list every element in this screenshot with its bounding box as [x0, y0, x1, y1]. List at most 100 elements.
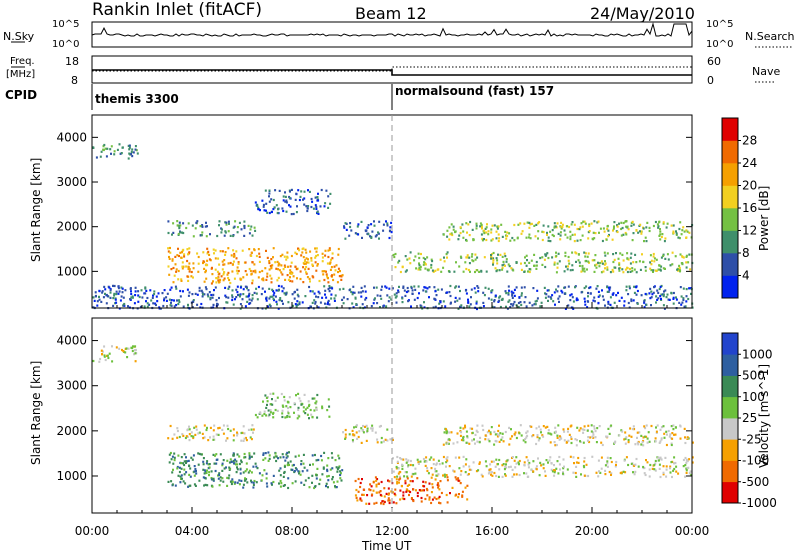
data-point-1-4: [375, 432, 377, 434]
data-point-0-6: [681, 229, 683, 231]
data-point-0-7: [104, 293, 106, 295]
data-point-1-5: [615, 464, 617, 466]
data-point-0-7: [308, 286, 310, 288]
data-point-0-2: [317, 211, 319, 213]
data-point-0-1: [302, 281, 304, 283]
data-point-1-1: [336, 471, 338, 473]
data-point-0-7: [466, 292, 468, 294]
data-point-1-3: [244, 438, 246, 440]
data-point-1-1: [250, 480, 252, 482]
data-point-1-6: [559, 435, 561, 437]
data-point-1-0: [98, 361, 100, 363]
data-point-0-0: [100, 156, 102, 158]
data-point-1-6: [550, 441, 552, 443]
data-point-1-1: [269, 458, 271, 460]
data-point-1-5: [583, 460, 585, 462]
data-point-0-7: [312, 290, 314, 292]
data-point-0-7: [275, 301, 277, 303]
data-point-0-7: [477, 290, 479, 292]
data-point-0-1: [206, 260, 208, 262]
data-point-0-7: [454, 287, 456, 289]
data-point-1-6: [587, 436, 589, 438]
data-point-0-6: [485, 239, 487, 241]
data-point-0-6: [613, 225, 615, 227]
data-point-1-7: [462, 491, 464, 493]
data-point-1-6: [671, 444, 673, 446]
colorbar-tick-label-1-7: -1000: [742, 496, 777, 510]
data-point-0-4: [375, 235, 377, 237]
data-point-0-5: [533, 265, 535, 267]
data-point-0-2: [274, 206, 276, 208]
data-point-1-5: [465, 458, 467, 460]
data-point-0-6: [676, 232, 678, 234]
data-point-0-1: [233, 261, 235, 263]
data-point-1-6: [672, 428, 674, 430]
data-point-1-7: [355, 480, 357, 482]
data-point-1-6: [661, 437, 663, 439]
data-point-0-5: [559, 260, 561, 262]
data-point-0-3: [182, 222, 184, 224]
data-point-0-7: [278, 290, 280, 292]
data-point-0-1: [176, 254, 178, 256]
data-point-0-6: [564, 234, 566, 236]
data-point-0-5: [458, 265, 460, 267]
data-point-1-7: [423, 485, 425, 487]
data-point-0-5: [679, 267, 681, 269]
data-point-0-1: [182, 249, 184, 251]
data-point-1-1: [215, 470, 217, 472]
data-point-0-2: [291, 189, 293, 191]
data-point-1-7: [384, 495, 386, 497]
data-point-1-0: [105, 359, 107, 361]
data-point-1-6: [649, 441, 651, 443]
data-point-0-1: [329, 262, 331, 264]
data-point-0-4: [389, 230, 391, 232]
data-point-1-2: [313, 409, 315, 411]
data-point-0-1: [173, 281, 175, 283]
data-point-1-2: [272, 393, 274, 395]
data-point-0-1: [217, 271, 219, 273]
data-point-0-7: [524, 286, 526, 288]
data-point-0-7: [137, 290, 139, 292]
data-point-1-5: [489, 463, 491, 465]
data-point-0-5: [393, 256, 395, 258]
data-point-1-1: [336, 486, 338, 488]
data-point-0-5: [418, 253, 420, 255]
data-point-1-1: [316, 459, 318, 461]
data-point-1-2: [289, 406, 291, 408]
freq-label-1: Freq.: [10, 56, 35, 67]
data-point-0-1: [296, 253, 298, 255]
data-point-0-2: [297, 189, 299, 191]
data-point-0-6: [476, 223, 478, 225]
data-point-0-7: [626, 286, 628, 288]
data-point-0-1: [175, 263, 177, 265]
data-point-0-5: [506, 271, 508, 273]
data-point-0-7: [123, 297, 125, 299]
data-point-1-3: [243, 425, 245, 427]
data-point-0-7: [554, 291, 556, 293]
data-point-0-6: [659, 238, 661, 240]
data-point-0-1: [305, 271, 307, 273]
colorbar-tick-label-1-3: 25: [742, 411, 757, 425]
data-point-1-4: [386, 439, 388, 441]
power-panel: 1000200030004000 Slant Range [km]: [29, 115, 694, 310]
colorbar-swatch-0-2: [722, 231, 738, 254]
data-point-1-7: [373, 481, 375, 483]
data-point-0-7: [407, 287, 409, 289]
data-point-0-7: [96, 305, 98, 307]
data-point-1-1: [300, 482, 302, 484]
data-point-0-7: [257, 298, 259, 300]
data-point-1-2: [271, 398, 273, 400]
data-point-1-5: [486, 465, 488, 467]
data-point-0-1: [175, 271, 177, 273]
data-point-0-5: [685, 261, 687, 263]
data-point-0-6: [448, 238, 450, 240]
data-point-0-2: [281, 207, 283, 209]
data-point-0-7: [302, 301, 304, 303]
data-point-1-6: [514, 433, 516, 435]
data-point-0-7: [633, 286, 635, 288]
data-point-1-5: [402, 459, 404, 461]
data-point-1-2: [282, 410, 284, 412]
data-point-1-6: [485, 434, 487, 436]
data-point-1-1: [332, 476, 334, 478]
data-point-0-4: [361, 237, 363, 239]
